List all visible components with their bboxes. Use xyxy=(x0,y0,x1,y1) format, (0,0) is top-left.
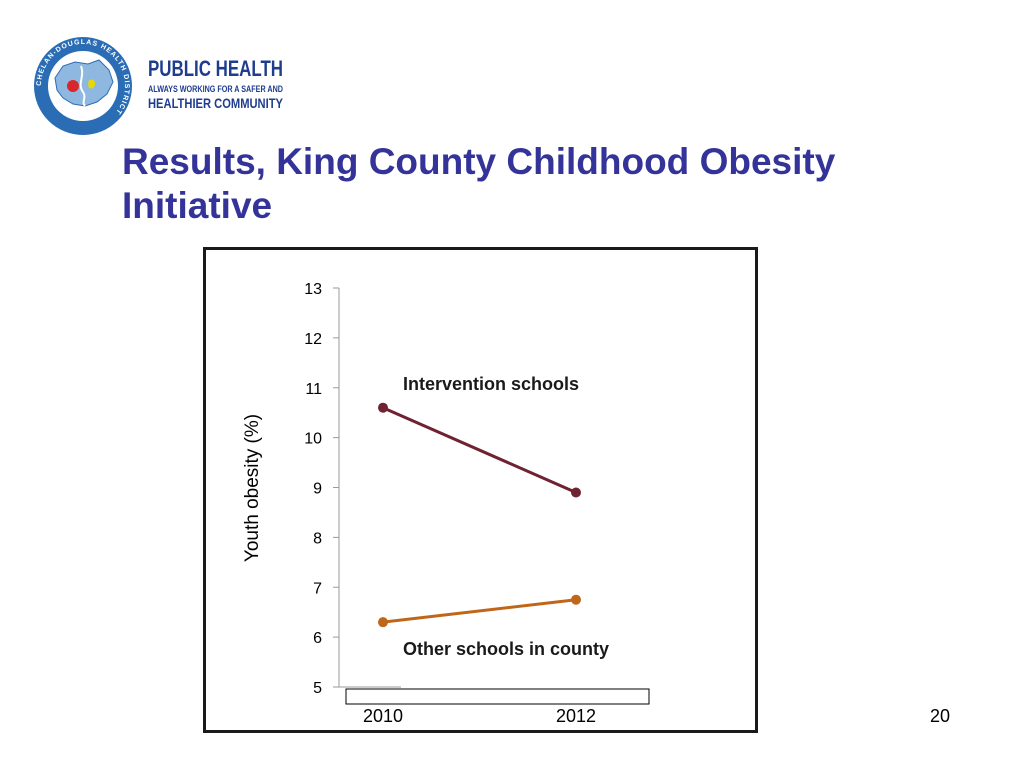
chart-frame: 5 6 7 8 9 10 11 12 13 Youth obesity (%) 2010 2012 In… xyxy=(203,247,758,733)
logo-tagline-2: HEALTHIER COMMUNITY xyxy=(148,95,284,111)
obesity-line-chart: 5 6 7 8 9 10 11 12 13 Youth obesity (%) 2010 2012 In… xyxy=(242,281,650,726)
y-tick-label: 9 xyxy=(313,481,322,498)
series-label: Other schools in county xyxy=(403,639,609,659)
slide-title: Results, King County Childhood Obesity I… xyxy=(122,140,942,228)
data-point xyxy=(378,402,388,413)
y-tick-label: 8 xyxy=(313,530,322,547)
y-tick-label: 10 xyxy=(304,431,322,448)
logo-tagline-1: ALWAYS WORKING FOR A SAFER AND xyxy=(148,84,283,94)
logo-map-shape xyxy=(54,59,114,107)
leaf-icon xyxy=(88,79,96,89)
series-line xyxy=(382,406,577,494)
page-number: 20 xyxy=(930,706,951,726)
y-tick-label: 6 xyxy=(313,630,322,647)
y-tick-label: 13 xyxy=(304,281,322,298)
y-tick-label: 5 xyxy=(313,680,322,697)
data-point xyxy=(378,617,388,628)
y-tick-label: 7 xyxy=(313,580,322,597)
data-point xyxy=(571,594,581,605)
series-line xyxy=(382,598,577,624)
x-tick-label: 2010 xyxy=(363,706,403,726)
slide-title-line-2: Initiative xyxy=(122,185,273,226)
public-health-logo: CHELAN-DOUGLAS HEALTH DISTRICT PUBLIC HE… xyxy=(34,37,284,135)
apple-icon xyxy=(67,80,79,92)
series-label: Intervention schools xyxy=(403,374,579,394)
slide-title-line-1: Results, King County Childhood Obesity xyxy=(122,141,836,182)
logo-title: PUBLIC HEALTH xyxy=(148,56,283,81)
x-tick-label: 2012 xyxy=(556,706,596,726)
y-tick-label: 11 xyxy=(305,381,322,398)
y-tick-label: 12 xyxy=(304,331,322,348)
data-point xyxy=(571,487,581,498)
y-axis-label: Youth obesity (%) xyxy=(242,414,263,562)
x-axis-box xyxy=(345,688,650,705)
logo-river-line xyxy=(79,65,86,107)
